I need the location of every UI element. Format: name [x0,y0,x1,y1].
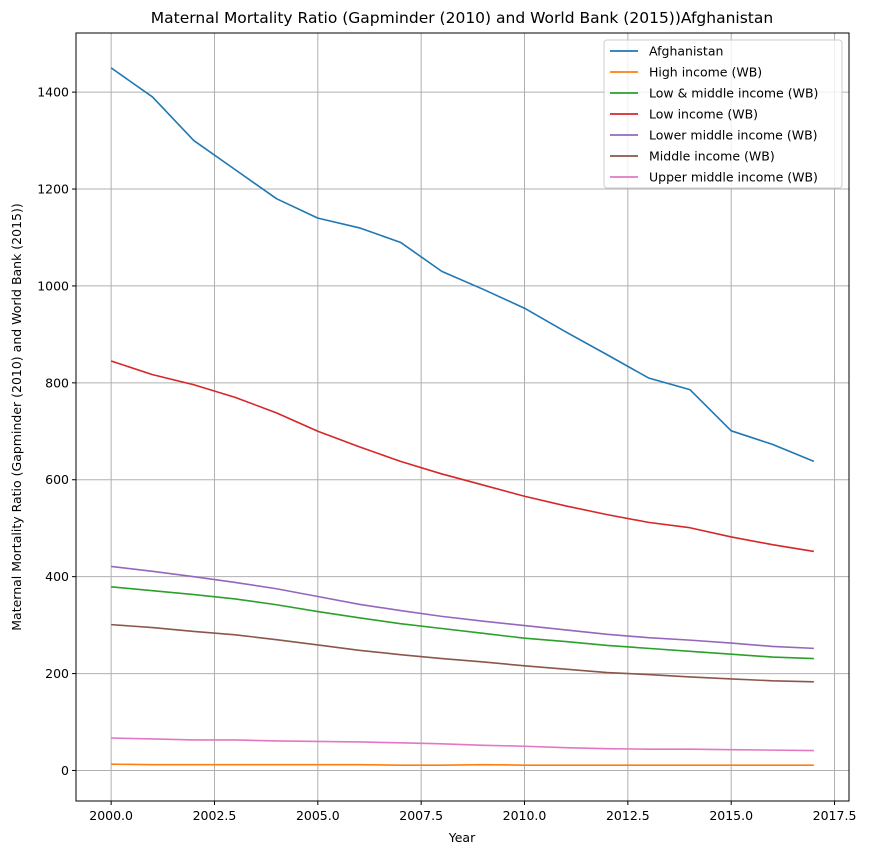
x-tick-label: 2002.5 [193,808,237,823]
x-tick-label: 2015.0 [709,808,753,823]
legend-label: Lower middle income (WB) [649,128,818,143]
legend-label: Middle income (WB) [649,149,775,164]
y-tick-label: 200 [45,666,69,681]
legend-label: Upper middle income (WB) [649,170,818,185]
legend-label: Low income (WB) [649,107,758,122]
x-tick-label: 2007.5 [399,808,443,823]
x-tick-label: 2000.0 [89,808,133,823]
plot-area-frame [75,32,850,802]
series-line-upper-middle-income-wb [111,737,814,752]
y-tick-label: 600 [45,472,69,487]
x-tick-label: 2005.0 [296,808,340,823]
legend-label: Afghanistan [649,44,723,59]
series-lines [110,67,815,766]
x-tick-label: 2012.5 [606,808,650,823]
x-axis-ticks: 2000.0 2002.5 2005.0 2007.5 2010.0 2012.5 2015… [89,801,856,823]
series-line-lower-middle-income-wb [111,565,814,650]
series-line-low-middle-income-wb [111,586,814,660]
legend-label: High income (WB) [649,65,762,80]
y-axis-ticks: 0 200 400 600 800 1000 1200 1400 [37,85,76,778]
x-axis-title: Year [448,830,476,845]
y-tick-label: 1400 [37,85,69,100]
chart-title: Maternal Mortality Ratio (Gapminder (201… [151,9,773,27]
y-tick-label: 1200 [37,182,69,197]
x-tick-label: 2017.5 [813,808,857,823]
legend-label: Low & middle income (WB) [649,86,818,101]
series-line-low-income-wb [110,360,814,553]
x-tick-label: 2010.0 [503,808,547,823]
series-line-afghanistan [110,67,815,463]
y-tick-label: 800 [45,375,69,390]
y-tick-label: 400 [45,569,69,584]
legend-box [603,39,843,189]
legend: Afghanistan High income (WB) Low & middle … [603,39,843,189]
y-tick-label: 1000 [37,278,69,293]
y-tick-label: 0 [61,763,69,778]
series-line-middle-income-wb [111,623,814,683]
y-axis-title: Maternal Mortality Ratio (Gapminder (201… [9,203,24,631]
series-line-high-income-wb [111,763,814,766]
